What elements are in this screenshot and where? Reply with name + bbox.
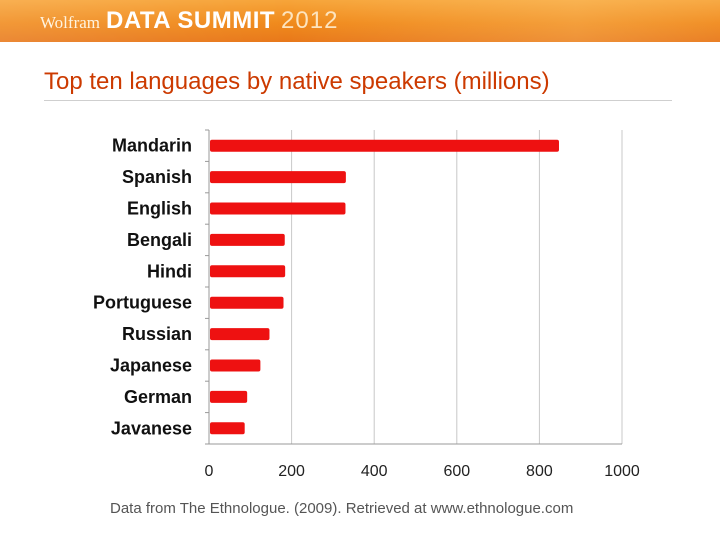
event-year: 2012 [281,7,339,34]
category-label: German [124,387,192,407]
event-name: DATA SUMMIT [106,7,276,34]
bar [210,265,286,278]
category-label: Spanish [122,167,192,187]
brand-name: Wolfram [40,13,100,32]
x-tick-label: 400 [361,463,388,480]
bar [210,422,245,435]
category-label: Russian [122,324,192,344]
category-label: Japanese [110,356,192,376]
bar [210,296,284,309]
category-label: Mandarin [112,136,192,156]
source-note: Data from The Ethnologue. (2009). Retrie… [110,500,574,517]
banner-decoration [0,0,720,42]
x-tick-label: 800 [526,463,553,480]
bar [210,202,346,215]
category-label: Bengali [127,230,192,250]
x-tick-label: 200 [278,463,305,480]
category-label: English [127,199,192,219]
banner-logo: Wolfram DATA SUMMIT 2012 [40,7,338,37]
bar [210,390,248,403]
bar [210,328,270,341]
category-label: Portuguese [93,293,192,313]
x-tick-label: 600 [443,463,470,480]
slide-title: Top ten languages by native speakers (mi… [44,68,550,95]
x-tick-label: 0 [205,463,214,480]
bar [210,139,559,152]
bar [210,359,261,372]
header-banner: Wolfram DATA SUMMIT 2012 [0,0,720,42]
x-tick-label: 1000 [604,463,640,480]
category-label: Hindi [147,261,192,281]
bar [210,171,346,184]
title-divider [44,100,672,101]
category-label: Javanese [111,418,192,438]
bar [210,233,285,246]
